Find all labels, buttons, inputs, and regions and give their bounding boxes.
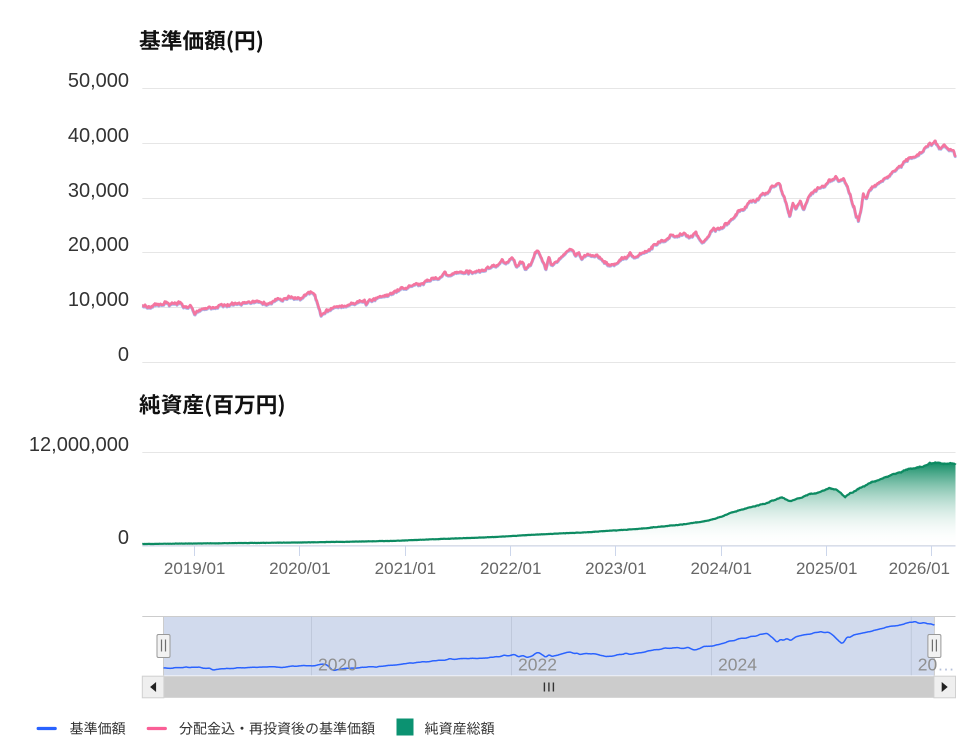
svg-text:2023/01: 2023/01 bbox=[585, 559, 646, 578]
svg-text:2020/01: 2020/01 bbox=[269, 559, 330, 578]
svg-text:2024/01: 2024/01 bbox=[690, 559, 751, 578]
svg-text:2022: 2022 bbox=[518, 654, 557, 674]
svg-text:2026/01: 2026/01 bbox=[889, 559, 950, 578]
svg-text:2020: 2020 bbox=[318, 654, 357, 674]
svg-text:…: … bbox=[937, 654, 955, 674]
svg-text:2019/01: 2019/01 bbox=[164, 559, 225, 578]
svg-text:20: 20 bbox=[918, 654, 938, 674]
svg-text:20,000: 20,000 bbox=[68, 234, 129, 256]
svg-text:2021/01: 2021/01 bbox=[375, 559, 436, 578]
svg-text:0: 0 bbox=[118, 527, 129, 549]
svg-text:10,000: 10,000 bbox=[68, 289, 129, 311]
svg-text:2024: 2024 bbox=[718, 654, 757, 674]
svg-text:30,000: 30,000 bbox=[68, 180, 129, 202]
svg-text:2025/01: 2025/01 bbox=[796, 559, 857, 578]
svg-text:0: 0 bbox=[118, 344, 129, 366]
svg-text:2022/01: 2022/01 bbox=[480, 559, 541, 578]
svg-text:50,000: 50,000 bbox=[68, 70, 129, 92]
svg-text:12,000,000: 12,000,000 bbox=[29, 434, 129, 456]
svg-text:40,000: 40,000 bbox=[68, 125, 129, 147]
